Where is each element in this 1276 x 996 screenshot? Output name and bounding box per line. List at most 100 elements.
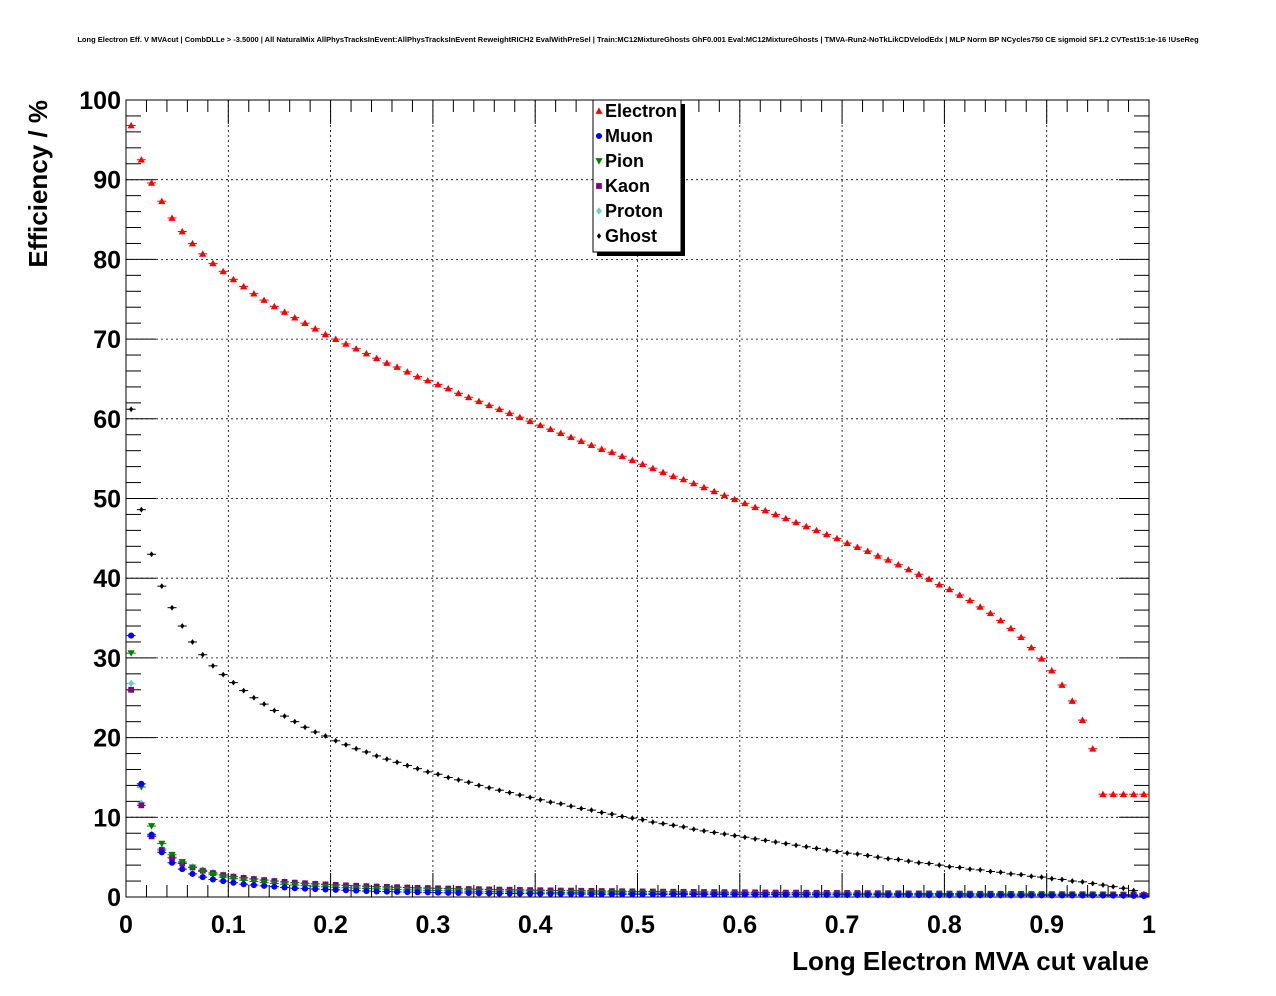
- series-ghost: [126, 406, 1149, 897]
- data-point-pion: [147, 823, 156, 830]
- y-axis-label: Efficiency / %: [23, 100, 53, 268]
- data-point-electron: [536, 421, 544, 429]
- x-tick-label: 0: [119, 911, 133, 939]
- data-point-ghost: [650, 819, 656, 825]
- data-point-muon: [261, 882, 268, 889]
- data-point-muon: [567, 890, 575, 898]
- series-electron: [126, 121, 1149, 798]
- data-point-electron: [352, 345, 360, 352]
- data-point-electron: [444, 384, 452, 392]
- data-point-muon: [1140, 892, 1147, 900]
- data-point-ghost: [251, 694, 257, 701]
- data-point-muon: [936, 892, 943, 899]
- legend-item-ghost: Ghost: [596, 226, 657, 246]
- data-point-ghost: [967, 866, 973, 872]
- data-point-muon: [516, 890, 523, 897]
- data-point-ghost: [343, 741, 349, 748]
- legend-label-pion: Pion: [605, 151, 644, 171]
- data-point-electron: [700, 483, 708, 491]
- data-point-ghost: [261, 701, 267, 708]
- data-point-electron: [741, 499, 749, 507]
- data-point-electron: [1017, 633, 1025, 641]
- data-point-muon: [660, 891, 667, 898]
- data-point-ghost: [834, 848, 840, 855]
- data-point-ghost: [497, 787, 502, 794]
- data-point-muon: [1089, 892, 1096, 899]
- x-tick-label: 0.3: [416, 911, 451, 939]
- data-point-ghost: [241, 687, 246, 694]
- data-point-pion: [188, 864, 197, 872]
- data-point-electron: [945, 585, 954, 593]
- data-point-muon: [813, 891, 820, 898]
- data-point-pion: [219, 874, 227, 881]
- data-point-ghost: [660, 820, 666, 827]
- data-point-muon: [230, 879, 237, 886]
- data-point-ghost: [599, 809, 604, 816]
- data-point-muon: [885, 892, 892, 899]
- data-point-electron: [823, 530, 831, 538]
- data-point-electron: [649, 464, 657, 472]
- data-point-ghost: [446, 774, 451, 781]
- data-point-muon: [1038, 892, 1045, 899]
- data-point-electron: [321, 330, 330, 338]
- data-point-electron: [516, 413, 524, 421]
- data-point-electron: [1119, 790, 1128, 798]
- data-point-muon: [752, 891, 759, 898]
- data-point-electron: [301, 319, 309, 327]
- data-point-electron: [710, 487, 718, 495]
- data-point-muon: [434, 889, 442, 896]
- data-point-muon: [1130, 892, 1137, 899]
- x-tick-label: 0.2: [313, 911, 348, 939]
- data-point-electron: [1109, 790, 1117, 798]
- data-point-ghost: [568, 803, 574, 810]
- data-point-electron: [393, 363, 401, 370]
- data-point-electron: [526, 417, 534, 425]
- data-point-muon: [700, 891, 708, 898]
- data-point-ghost: [221, 671, 226, 678]
- data-point-ghost: [282, 713, 287, 719]
- data-point-electron: [311, 325, 319, 332]
- data-point-ghost: [517, 792, 523, 798]
- legend-label-kaon: Kaon: [605, 176, 650, 196]
- data-point-proton: [128, 679, 134, 688]
- data-point-muon: [475, 890, 482, 897]
- data-point-electron: [986, 609, 995, 617]
- data-point-ghost: [1018, 871, 1024, 878]
- data-point-electron: [639, 460, 647, 468]
- data-point-electron: [843, 539, 851, 547]
- data-point-electron: [782, 514, 790, 522]
- data-point-ghost: [1090, 880, 1095, 887]
- data-point-electron: [219, 267, 227, 275]
- data-point-muon: [537, 890, 544, 897]
- data-point-ghost: [487, 784, 492, 791]
- data-point-muon: [271, 883, 278, 890]
- data-point-ghost: [742, 834, 748, 841]
- y-tick-label: 10: [93, 804, 121, 832]
- data-point-ghost: [272, 707, 277, 714]
- data-point-pion: [240, 877, 248, 884]
- data-point-ghost: [732, 832, 737, 839]
- data-point-electron: [454, 389, 463, 397]
- legend-marker-ghost: [596, 233, 602, 239]
- legend-item-proton: Proton: [596, 201, 663, 221]
- data-point-electron: [812, 526, 821, 534]
- x-tick-label: 0.5: [620, 911, 655, 939]
- data-point-muon: [557, 890, 564, 897]
- data-point-muon: [762, 891, 769, 898]
- data-point-muon: [1007, 892, 1014, 899]
- x-tick-label: 0.8: [927, 911, 962, 939]
- data-point-electron: [720, 491, 729, 499]
- data-point-muon: [209, 876, 217, 883]
- data-point-ghost: [1059, 876, 1065, 883]
- data-point-ghost: [875, 854, 881, 861]
- y-tick-label: 20: [93, 725, 121, 753]
- data-point-muon: [649, 891, 656, 898]
- legend-marker-muon: [595, 132, 603, 140]
- data-point-electron: [495, 405, 503, 413]
- data-point-electron: [608, 448, 616, 456]
- data-point-muon: [128, 632, 135, 639]
- data-point-muon: [905, 892, 912, 899]
- data-point-muon: [588, 891, 595, 898]
- data-point-muon: [598, 891, 605, 898]
- data-point-ghost: [773, 839, 778, 845]
